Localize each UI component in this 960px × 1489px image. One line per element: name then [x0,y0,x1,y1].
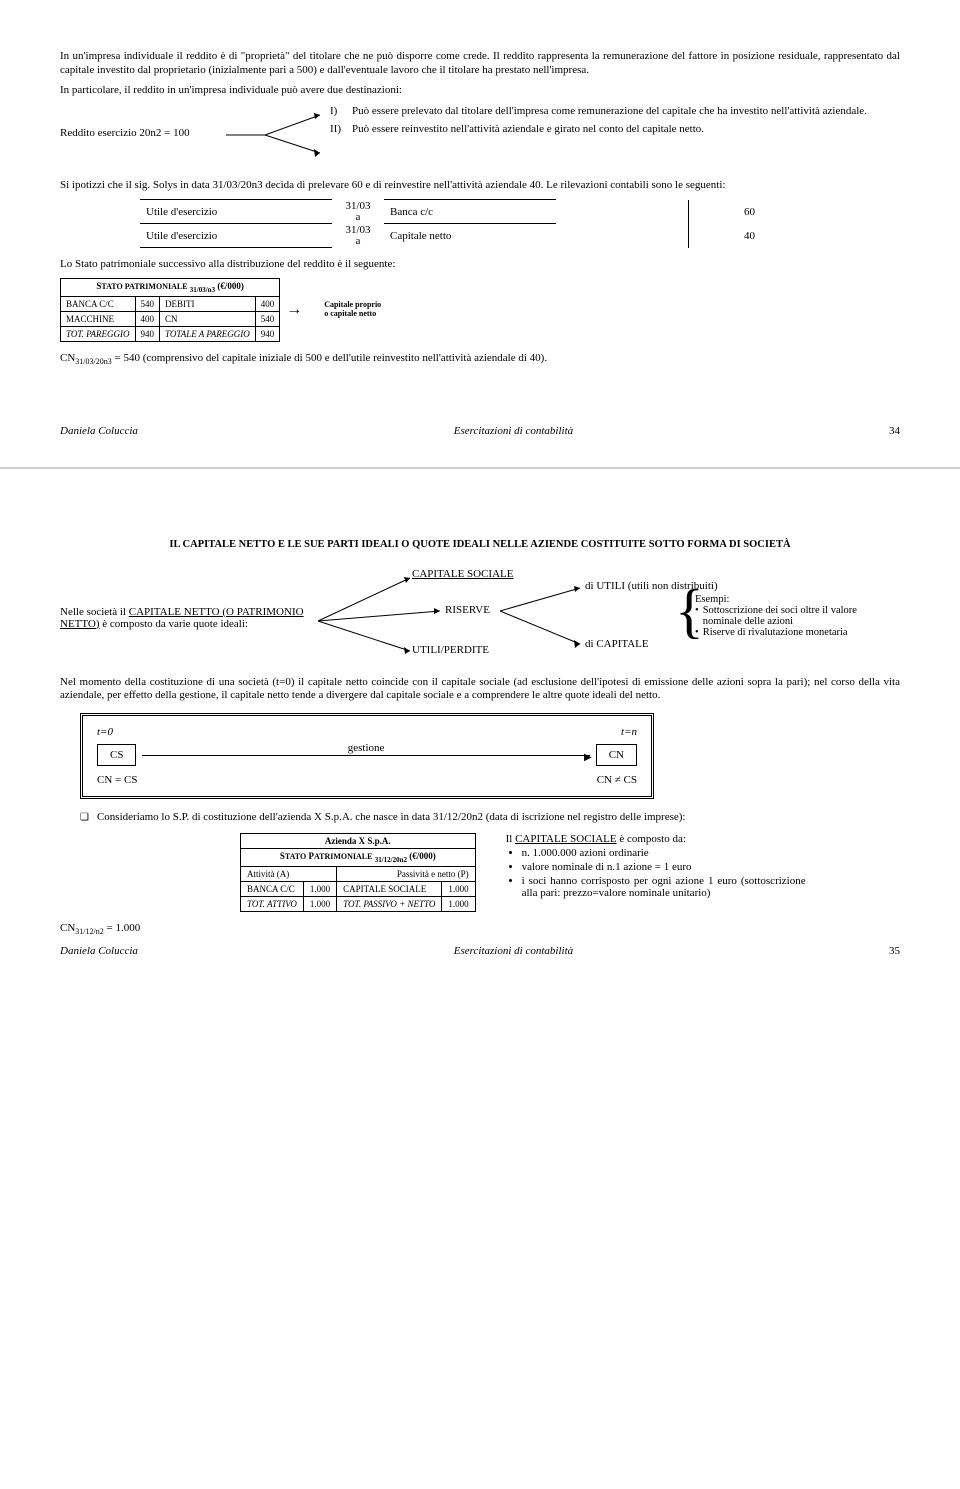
tn-label: t=n [621,726,637,738]
p1-para1: In un'impresa individuale il reddito è d… [60,50,900,78]
journal-row1-left: Utile d'esercizio [140,200,332,224]
branch-diagram: Reddito esercizio 20n2 = 100 I) Può esse… [60,105,900,165]
p1-para3: Si ipotizzi che il sig. Solys in data 31… [60,179,900,193]
p2-heading: IL CAPITALE NETTO E LE SUE PARTI IDEALI … [60,539,900,550]
page1-footer: Daniela Coluccia Esercitazioni di contab… [60,425,900,437]
branch-item-2: II) Può essere reinvestito nell'attività… [330,123,890,135]
footer-author: Daniela Coluccia [60,425,138,437]
journal-row1-right: Banca c/c [384,200,556,224]
cs-box: CS [97,744,136,766]
journal-row1-amt: 60 [689,200,766,224]
footer2-page: 35 [889,945,900,957]
footer-title: Esercitazioni di contabilità [454,425,573,437]
eq2-label: CN ≠ CS [597,774,637,786]
sp-table-wrap: STATO PATRIMONIALE 31/03/n3 (€/000) BANC… [60,278,900,342]
azx-title: STATO PATRIMONIALE 31/12/20n2 (€/000) [241,848,476,866]
footer2-title: Esercitazioni di contabilità [454,945,573,957]
p1-para5: CN31/03/20n3 = 540 (comprensivo del capi… [60,352,900,367]
footer-page: 34 [889,425,900,437]
azx-table: Azienda X S.p.A. STATO PATRIMONIALE 31/1… [240,833,476,912]
gestione-line: gestione ▶ [142,755,589,756]
sp-title: STATO PATRIMONIALE 31/03/n3 (€/000) [61,278,280,296]
p2-bullet: Consideriamo lo S.P. di costituzione del… [80,811,900,825]
page-1: In un'impresa individuale il reddito è d… [0,0,960,467]
arrow-right-icon: → [286,301,302,319]
sp-table: STATO PATRIMONIALE 31/03/n3 (€/000) BANC… [60,278,280,342]
branch-item-1: I) Può essere prelevato dal titolare del… [330,105,890,117]
azx-side: Il CAPITALE SOCIALE è composto da: n. 1.… [506,833,806,912]
journal-row2-date: 31/03a [332,224,384,248]
p2-closing: CN31/12/n2 = 1.000 [60,922,900,937]
tree-cap-sociale: CAPITALE SOCIALE [412,568,513,580]
tree-di-capitale: di CAPITALE [585,638,649,650]
t0-tn-diagram: t=0 t=n CS gestione ▶ CN CN = CS CN ≠ CS [80,713,654,799]
eq1-label: CN = CS [97,774,137,786]
tree-utili-perdite: UTILI/PERDITE [412,644,489,656]
tree-esempi: Esempi: •Sottoscrizione dei soci oltre i… [695,594,895,638]
azx-company: Azienda X S.p.A. [241,833,476,848]
page-2: IL CAPITALE NETTO E LE SUE PARTI IDEALI … [0,469,960,987]
arrow-head-icon: ▶ [584,752,592,763]
p1-para2: In particolare, il reddito in un'impresa… [60,84,900,98]
cn-box: CN [596,744,637,766]
journal-row2-right: Capitale netto [384,224,556,248]
journal-row2-left: Utile d'esercizio [140,224,332,248]
page2-footer: Daniela Coluccia Esercitazioni di contab… [60,945,900,957]
p2-para1: Nel momento della costituzione di una so… [60,676,900,704]
journal-row1-date: 31/03a [332,200,384,224]
branch-left-label: Reddito esercizio 20n2 = 100 [60,127,190,139]
tree-intro: Nelle società il CAPITALE NETTO (O PATRI… [60,606,310,630]
journal-entries: Utile d'esercizio 31/03a Banca c/c 60 Ut… [140,199,765,248]
tree-diagram: Nelle società il CAPITALE NETTO (O PATRI… [60,566,900,676]
tree-riserve: RISERVE [445,604,490,616]
azx-wrap: Azienda X S.p.A. STATO PATRIMONIALE 31/1… [60,833,900,912]
journal-row2-amt: 40 [689,224,766,248]
p1-para4: Lo Stato patrimoniale successivo alla di… [60,258,900,272]
sp-note: Capitale proprioo capitale netto [324,301,381,319]
t0-label: t=0 [97,726,113,738]
footer2-author: Daniela Coluccia [60,945,138,957]
